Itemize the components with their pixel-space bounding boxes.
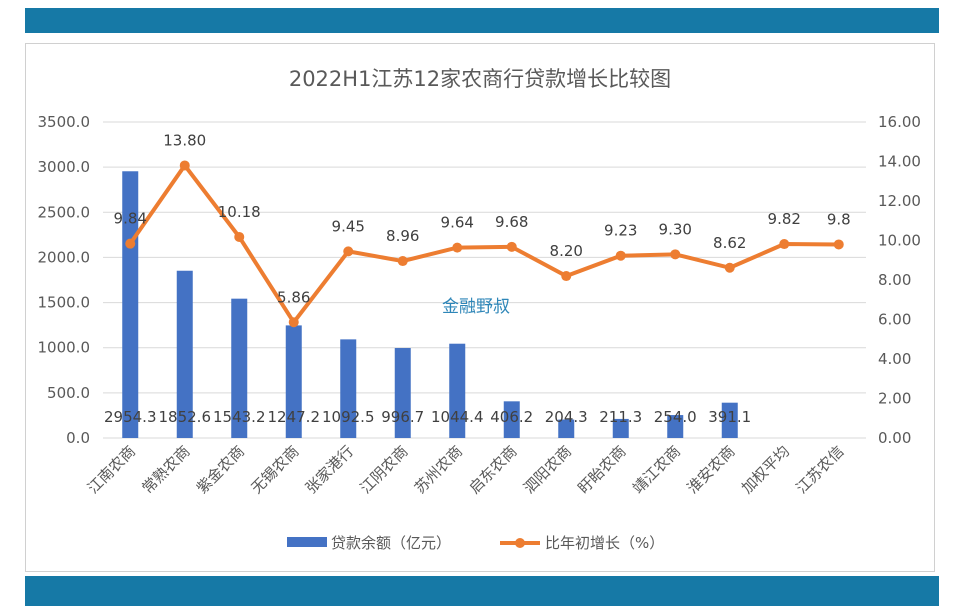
line-point xyxy=(179,160,190,171)
line-point xyxy=(343,246,354,257)
watermark: 金融野叔 xyxy=(442,297,510,317)
line-point xyxy=(779,239,790,250)
right-tick-label: 6.00 xyxy=(878,311,911,329)
left-tick-label: 500.0 xyxy=(47,384,90,402)
bar xyxy=(667,415,684,438)
left-tick-label: 2500.0 xyxy=(38,203,91,221)
category-label: 江阴农商 xyxy=(356,442,411,497)
growth-line xyxy=(128,162,839,326)
bar-data-label: 211.3 xyxy=(599,408,642,426)
bar-data-label: 1852.6 xyxy=(159,408,212,426)
line-point xyxy=(125,238,136,249)
left-tick-label: 0.0 xyxy=(66,429,90,447)
line-data-label: 9.64 xyxy=(441,214,474,232)
bar xyxy=(721,402,738,438)
category-label: 淮安农商 xyxy=(683,442,738,497)
bar xyxy=(176,270,193,438)
category-label: 紫金农商 xyxy=(193,442,248,497)
bar-data-label: 1543.2 xyxy=(213,408,266,426)
bar-data-label: 406.2 xyxy=(490,408,533,426)
line-data-label: 9.68 xyxy=(495,213,528,231)
category-label: 江苏农信 xyxy=(792,442,847,497)
right-tick-label: 12.00 xyxy=(878,192,921,210)
bar-data-label: 1044.4 xyxy=(431,408,484,426)
line-data-label: 8.62 xyxy=(713,234,746,252)
bar xyxy=(285,325,302,438)
right-tick-label: 8.00 xyxy=(878,271,911,289)
left-tick-label: 1500.0 xyxy=(38,294,91,312)
legend-bar-label: 贷款余额（亿元） xyxy=(331,534,451,552)
bar xyxy=(503,401,520,438)
category-label: 常熟农商 xyxy=(138,442,193,497)
legend-line-label: 比年初增长（%） xyxy=(545,534,664,552)
line-data-label: 13.80 xyxy=(163,131,206,149)
footer-band xyxy=(25,576,939,606)
line-point xyxy=(452,242,463,253)
line-data-label: 8.96 xyxy=(386,227,419,245)
bar xyxy=(558,419,575,438)
right-tick-label: 0.00 xyxy=(878,429,911,447)
right-tick-label: 4.00 xyxy=(878,350,911,368)
right-tick-label: 2.00 xyxy=(878,390,911,408)
line-data-label: 9.82 xyxy=(768,210,801,228)
line-data-label: 9.8 xyxy=(827,210,851,228)
left-tick-label: 2000.0 xyxy=(38,248,91,266)
category-label: 苏州农商 xyxy=(411,442,466,497)
right-tick-label: 16.00 xyxy=(878,113,921,131)
line-point xyxy=(615,250,626,261)
bar-data-label: 254.0 xyxy=(654,408,697,426)
line-point xyxy=(234,231,245,242)
category-label: 加权平均 xyxy=(738,442,793,497)
line-data-label: 9.30 xyxy=(659,220,692,238)
bar xyxy=(449,343,466,438)
line-point xyxy=(397,256,408,267)
bar-data-label: 204.3 xyxy=(545,408,588,426)
line-point xyxy=(670,249,681,260)
right-tick-label: 14.00 xyxy=(878,153,921,171)
line-point xyxy=(561,271,572,282)
category-label: 泗阳农商 xyxy=(520,442,575,497)
line-point xyxy=(288,317,299,328)
right-tick-label: 10.00 xyxy=(878,232,921,250)
bar-data-label: 1092.5 xyxy=(322,408,375,426)
left-tick-label: 3000.0 xyxy=(38,158,91,176)
bar xyxy=(394,348,411,438)
category-label: 启东农商 xyxy=(465,442,520,497)
line-data-label: 9.45 xyxy=(332,217,365,235)
bar-data-label: 996.7 xyxy=(381,408,424,426)
chart-title: 2022H1江苏12家农商行贷款增长比较图 xyxy=(289,67,671,91)
left-tick-label: 3500.0 xyxy=(38,113,91,131)
category-label: 江南农商 xyxy=(84,442,139,497)
bar-data-label: 2954.3 xyxy=(104,408,157,426)
legend-bar-swatch xyxy=(287,537,327,547)
category-label: 无锡农商 xyxy=(247,442,302,497)
chart-frame xyxy=(25,43,935,572)
category-label: 张家港行 xyxy=(302,442,357,497)
line-data-label: 10.18 xyxy=(218,203,261,221)
category-label: 盱眙农商 xyxy=(574,442,629,497)
bar xyxy=(612,418,629,438)
header-band xyxy=(25,8,939,33)
line-data-label: 8.20 xyxy=(550,242,583,260)
bar xyxy=(231,298,248,438)
line-data-label: 9.23 xyxy=(604,222,637,240)
left-tick-label: 1000.0 xyxy=(38,339,91,357)
line-data-label: 5.86 xyxy=(277,288,310,306)
bar-data-label: 1247.2 xyxy=(268,408,321,426)
line-point xyxy=(506,241,517,252)
line-point xyxy=(833,239,844,250)
line-data-label: 9.84 xyxy=(114,210,147,228)
bar xyxy=(340,339,357,438)
category-label: 靖江农商 xyxy=(629,442,684,497)
legend-line-marker xyxy=(515,538,525,548)
line-point xyxy=(724,262,735,273)
bar-data-label: 391.1 xyxy=(708,408,751,426)
